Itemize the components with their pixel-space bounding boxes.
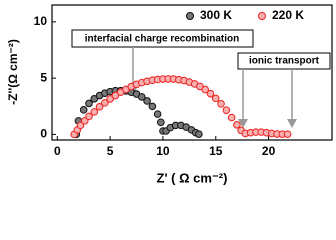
x-tick-label: 5 xyxy=(107,144,114,158)
x-tick-label: 0 xyxy=(54,144,61,158)
point xyxy=(106,95,114,103)
point xyxy=(76,121,85,130)
annotation-ionic: ionic transport xyxy=(237,52,331,128)
annotation-box xyxy=(71,29,254,48)
x-tick-label: 10 xyxy=(156,144,170,158)
point xyxy=(85,112,93,121)
annotation-recombination: interfacial charge recombination xyxy=(71,29,254,95)
legend-marker xyxy=(258,12,266,20)
plot-frame xyxy=(51,4,333,141)
annotation-text: ionic transport xyxy=(249,56,320,67)
point xyxy=(201,85,210,94)
point xyxy=(233,121,241,129)
arrowhead xyxy=(287,119,297,128)
point xyxy=(153,110,162,118)
series xyxy=(70,75,292,139)
point xyxy=(227,113,236,122)
y-tick-label: 5 xyxy=(40,70,47,84)
point xyxy=(148,102,157,111)
point xyxy=(138,93,146,101)
chart: -Z''(Ω cm⁻²) Z' ( Ω cm⁻²) interfacial ch… xyxy=(6,4,333,185)
point xyxy=(283,130,292,138)
point xyxy=(143,97,151,105)
point xyxy=(217,99,225,108)
point xyxy=(206,89,215,98)
point xyxy=(90,95,99,103)
y-axis-label: -Z''(Ω cm⁻²) xyxy=(6,39,20,105)
y-tick-label: 0 xyxy=(40,127,47,141)
point xyxy=(111,91,120,100)
point xyxy=(101,99,109,107)
point xyxy=(85,99,93,108)
page: {"chart_data": {"type": "scatter", "x_la… xyxy=(6,4,333,186)
annotation-box xyxy=(237,52,331,70)
legend-label: 220 K xyxy=(272,8,304,22)
point xyxy=(80,117,89,125)
point xyxy=(222,106,231,114)
point xyxy=(195,130,203,138)
point xyxy=(211,94,220,103)
x-axis-label: Z' ( Ω cm⁻²) xyxy=(157,170,228,185)
annotation-text: interfacial charge recombination xyxy=(85,34,240,45)
point xyxy=(95,103,104,111)
x-tick-label: 15 xyxy=(209,144,223,158)
point xyxy=(79,106,88,114)
legend-label: 300 K xyxy=(200,8,232,22)
y-tick-label: 10 xyxy=(34,14,48,28)
point xyxy=(157,118,165,127)
legend-marker xyxy=(186,12,194,20)
point xyxy=(90,108,99,116)
arrowhead xyxy=(238,119,248,128)
x-tick-label: 20 xyxy=(262,144,276,158)
